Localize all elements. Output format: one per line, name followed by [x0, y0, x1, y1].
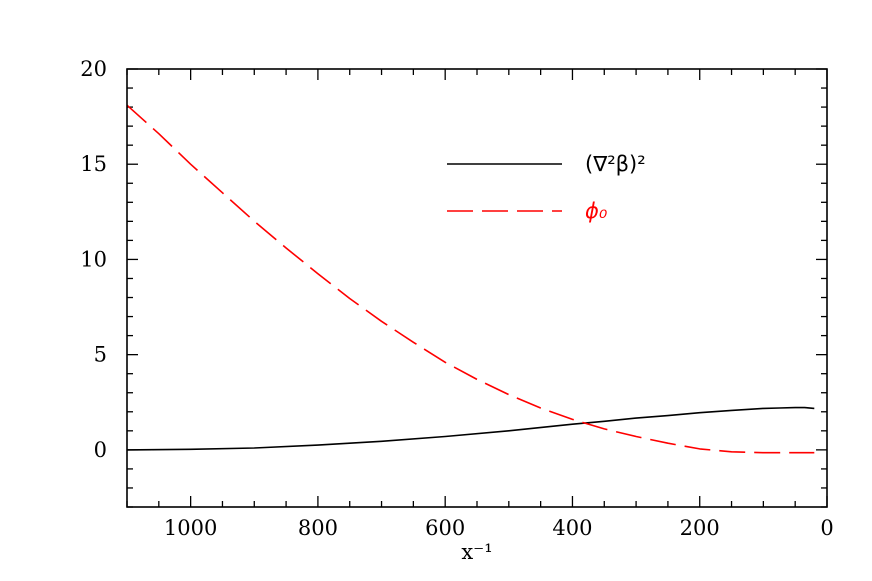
labels-layer: 1000 800 600 400 200 0 0 5 10 15 20 — [80, 57, 833, 540]
legend-label-1: (∇²β)² — [585, 152, 646, 176]
y-tick-label: 5 — [94, 343, 107, 367]
x-tick-label: 800 — [298, 516, 338, 540]
legend: (∇²β)² ϕ₀ — [447, 152, 646, 223]
y-tick-label: 20 — [80, 57, 107, 81]
ticks-layer — [126, 68, 828, 508]
y-tick-label: 15 — [80, 152, 107, 176]
x-tick-label: 600 — [425, 516, 465, 540]
y-tick-label: 10 — [80, 247, 107, 271]
plot-frame — [126, 68, 828, 508]
series-line-2 — [126, 104, 815, 454]
legend-label-2: ϕ₀ — [585, 199, 608, 223]
x-tick-label: 200 — [680, 516, 720, 540]
x-tick-label: 0 — [820, 516, 833, 540]
series-line-1 — [126, 406, 815, 451]
series-layer — [126, 104, 815, 454]
y-tick-label: 0 — [94, 438, 107, 462]
x-tick-label: 1000 — [164, 516, 217, 540]
x-axis-title: x⁻¹ — [461, 540, 492, 564]
x-tick-label: 400 — [552, 516, 592, 540]
